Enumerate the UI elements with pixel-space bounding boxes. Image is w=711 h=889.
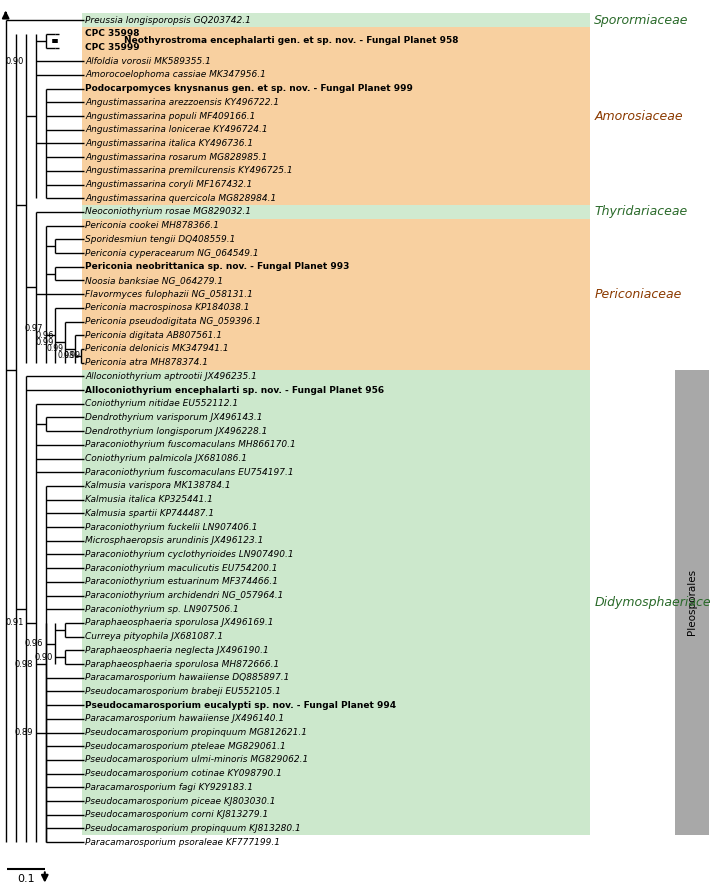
Bar <box>82 27 590 205</box>
Text: Neoconiothyrium rosae MG829032.1: Neoconiothyrium rosae MG829032.1 <box>85 207 251 217</box>
Text: 0.99: 0.99 <box>63 351 80 360</box>
Text: Alloconiothyrium aptrootii JX496235.1: Alloconiothyrium aptrootii JX496235.1 <box>85 372 257 380</box>
Text: Pleosporales: Pleosporales <box>687 569 697 636</box>
Text: Paraphaeosphaeria neglecta JX496190.1: Paraphaeosphaeria neglecta JX496190.1 <box>85 645 269 655</box>
Text: Kalmusia italica KP325441.1: Kalmusia italica KP325441.1 <box>85 495 213 504</box>
Text: Paraconiothyrium fuscomaculans MH866170.1: Paraconiothyrium fuscomaculans MH866170.… <box>85 440 296 449</box>
Text: Coniothyrium palmicola JX681086.1: Coniothyrium palmicola JX681086.1 <box>85 454 247 463</box>
Text: Preussia longisporopsis GQ203742.1: Preussia longisporopsis GQ203742.1 <box>85 16 251 25</box>
Text: 0.90: 0.90 <box>5 57 23 66</box>
Text: Sporormiaceae: Sporormiaceae <box>594 13 689 27</box>
Text: Periconiaceae: Periconiaceae <box>594 288 682 300</box>
Text: Periconia delonicis MK347941.1: Periconia delonicis MK347941.1 <box>85 344 229 354</box>
Text: Paraconiothyrium estuarinum MF374466.1: Paraconiothyrium estuarinum MF374466.1 <box>85 577 278 587</box>
Text: Pseudocamarosporium cotinae KY098790.1: Pseudocamarosporium cotinae KY098790.1 <box>85 769 282 778</box>
Text: Podocarpomyces knysnanus gen. et sp. nov. - Fungal Planet 999: Podocarpomyces knysnanus gen. et sp. nov… <box>85 84 413 93</box>
Text: Paracamarosporium psoraleae KF777199.1: Paracamarosporium psoraleae KF777199.1 <box>85 837 280 846</box>
Text: Paraconiothyrium maculicutis EU754200.1: Paraconiothyrium maculicutis EU754200.1 <box>85 564 278 573</box>
Text: Periconia cyperacearum NG_064549.1: Periconia cyperacearum NG_064549.1 <box>85 249 259 258</box>
Text: Amorosiaceae: Amorosiaceae <box>594 109 683 123</box>
Text: Pseudocamarosporium corni KJ813279.1: Pseudocamarosporium corni KJ813279.1 <box>85 810 269 820</box>
Text: Pseudocamarosporium propinquum KJ813280.1: Pseudocamarosporium propinquum KJ813280.… <box>85 824 301 833</box>
Text: Pseudocamarosporium eucalypti sp. nov. - Fungal Planet 994: Pseudocamarosporium eucalypti sp. nov. -… <box>85 701 397 709</box>
Text: Flavormyces fulophazii NG_058131.1: Flavormyces fulophazii NG_058131.1 <box>85 290 253 299</box>
Text: Angustimassarina premilcurensis KY496725.1: Angustimassarina premilcurensis KY496725… <box>85 166 293 175</box>
Text: Dendrothyrium longisporum JX496228.1: Dendrothyrium longisporum JX496228.1 <box>85 427 268 436</box>
Text: Periconia macrospinosa KP184038.1: Periconia macrospinosa KP184038.1 <box>85 303 250 312</box>
Text: Sporidesmiun tengii DQ408559.1: Sporidesmiun tengii DQ408559.1 <box>85 235 235 244</box>
Text: Angustimassarina italica KY496736.1: Angustimassarina italica KY496736.1 <box>85 139 253 148</box>
Text: Pseudocamarosporium brabeji EU552105.1: Pseudocamarosporium brabeji EU552105.1 <box>85 687 281 696</box>
Text: Angustimassarina rosarum MG828985.1: Angustimassarina rosarum MG828985.1 <box>85 153 267 162</box>
Text: Paraconiothyrium fuckelii LN907406.1: Paraconiothyrium fuckelii LN907406.1 <box>85 523 258 532</box>
Text: 0.98: 0.98 <box>58 351 75 360</box>
Text: Angustimassarina lonicerae KY496724.1: Angustimassarina lonicerae KY496724.1 <box>85 125 268 134</box>
Bar <box>82 370 590 836</box>
Text: 0.96: 0.96 <box>36 331 54 340</box>
Text: Curreya pityophila JX681087.1: Curreya pityophila JX681087.1 <box>85 632 223 641</box>
Text: CPC 35998: CPC 35998 <box>85 29 140 38</box>
Text: Periconia pseudodigitata NG_059396.1: Periconia pseudodigitata NG_059396.1 <box>85 317 262 326</box>
Bar <box>675 370 709 836</box>
Text: Periconia neobrittanica sp. nov. - Fungal Planet 993: Periconia neobrittanica sp. nov. - Funga… <box>85 262 350 271</box>
Text: Kalmusia varispora MK138784.1: Kalmusia varispora MK138784.1 <box>85 482 231 491</box>
Text: Dendrothyrium varisporum JX496143.1: Dendrothyrium varisporum JX496143.1 <box>85 413 263 422</box>
Text: Coniothyrium nitidae EU552112.1: Coniothyrium nitidae EU552112.1 <box>85 399 238 408</box>
Text: 0.98: 0.98 <box>15 660 33 669</box>
Text: Noosia banksiae NG_064279.1: Noosia banksiae NG_064279.1 <box>85 276 223 285</box>
Text: 0.96: 0.96 <box>25 639 43 648</box>
Bar <box>82 205 590 219</box>
Text: Paraconiothyrium cyclothyrioides LN907490.1: Paraconiothyrium cyclothyrioides LN90749… <box>85 550 294 559</box>
Text: CPC 35999: CPC 35999 <box>85 43 140 52</box>
Text: 0.97: 0.97 <box>25 324 43 332</box>
Bar <box>82 219 590 370</box>
Text: Paraconiothyrium fuscomaculans EU754197.1: Paraconiothyrium fuscomaculans EU754197.… <box>85 468 294 477</box>
Text: Periconia atra MH878374.1: Periconia atra MH878374.1 <box>85 358 208 367</box>
Text: Paraconiothyrium archidendri NG_057964.1: Paraconiothyrium archidendri NG_057964.1 <box>85 591 284 600</box>
Text: 0.90: 0.90 <box>35 653 53 661</box>
Text: 0.91: 0.91 <box>5 619 23 628</box>
Text: 0.99: 0.99 <box>47 344 64 354</box>
Text: Pseudocamarosporium ulmi-minoris MG829062.1: Pseudocamarosporium ulmi-minoris MG82906… <box>85 756 309 765</box>
Text: Periconia cookei MH878366.1: Periconia cookei MH878366.1 <box>85 221 219 230</box>
Text: Angustimassarina quercicola MG828984.1: Angustimassarina quercicola MG828984.1 <box>85 194 277 203</box>
Text: Alloconiothyrium encephalarti sp. nov. - Fungal Planet 956: Alloconiothyrium encephalarti sp. nov. -… <box>85 386 385 395</box>
Text: Amorocoelophoma cassiae MK347956.1: Amorocoelophoma cassiae MK347956.1 <box>85 70 266 79</box>
Text: Kalmusia spartii KP744487.1: Kalmusia spartii KP744487.1 <box>85 509 215 518</box>
Text: Microsphaeropsis arundinis JX496123.1: Microsphaeropsis arundinis JX496123.1 <box>85 536 264 545</box>
Text: Paraphaeosphaeria sporulosa MH872666.1: Paraphaeosphaeria sporulosa MH872666.1 <box>85 660 279 669</box>
Text: Angustimassarina arezzoensis KY496722.1: Angustimassarina arezzoensis KY496722.1 <box>85 98 279 107</box>
Text: 0.89: 0.89 <box>15 728 33 737</box>
Text: Pseudocamarosporium piceae KJ803030.1: Pseudocamarosporium piceae KJ803030.1 <box>85 797 276 805</box>
Text: Alfoldia vorosii MK589355.1: Alfoldia vorosii MK589355.1 <box>85 57 211 66</box>
Text: Didymosphaeriaceae: Didymosphaeriaceae <box>594 596 711 609</box>
Text: Angustimassarina populi MF409166.1: Angustimassarina populi MF409166.1 <box>85 112 256 121</box>
Text: 0.1: 0.1 <box>17 874 35 884</box>
Text: Neothyrostroma encephalarti gen. et sp. nov. - Fungal Planet 958: Neothyrostroma encephalarti gen. et sp. … <box>124 36 459 45</box>
Text: Paracamarosporium hawaiiense JX496140.1: Paracamarosporium hawaiiense JX496140.1 <box>85 715 284 724</box>
Text: Paraconiothyrium sp. LN907506.1: Paraconiothyrium sp. LN907506.1 <box>85 605 239 613</box>
Text: Paracamarosporium fagi KY929183.1: Paracamarosporium fagi KY929183.1 <box>85 783 253 792</box>
Text: Pseudocamarosporium pteleae MG829061.1: Pseudocamarosporium pteleae MG829061.1 <box>85 741 286 750</box>
Text: Angustimassarina coryli MF167432.1: Angustimassarina coryli MF167432.1 <box>85 180 252 189</box>
Text: Thyridariaceae: Thyridariaceae <box>594 205 688 219</box>
Text: Paraphaeosphaeria sporulosa JX496169.1: Paraphaeosphaeria sporulosa JX496169.1 <box>85 619 274 628</box>
Bar <box>82 13 590 27</box>
Text: Periconia digitata AB807561.1: Periconia digitata AB807561.1 <box>85 331 223 340</box>
Text: Pseudocamarosporium propinquum MG812621.1: Pseudocamarosporium propinquum MG812621.… <box>85 728 307 737</box>
Text: Paracamarosporium hawaiiense DQ885897.1: Paracamarosporium hawaiiense DQ885897.1 <box>85 673 289 682</box>
Text: 0.99: 0.99 <box>36 338 54 347</box>
